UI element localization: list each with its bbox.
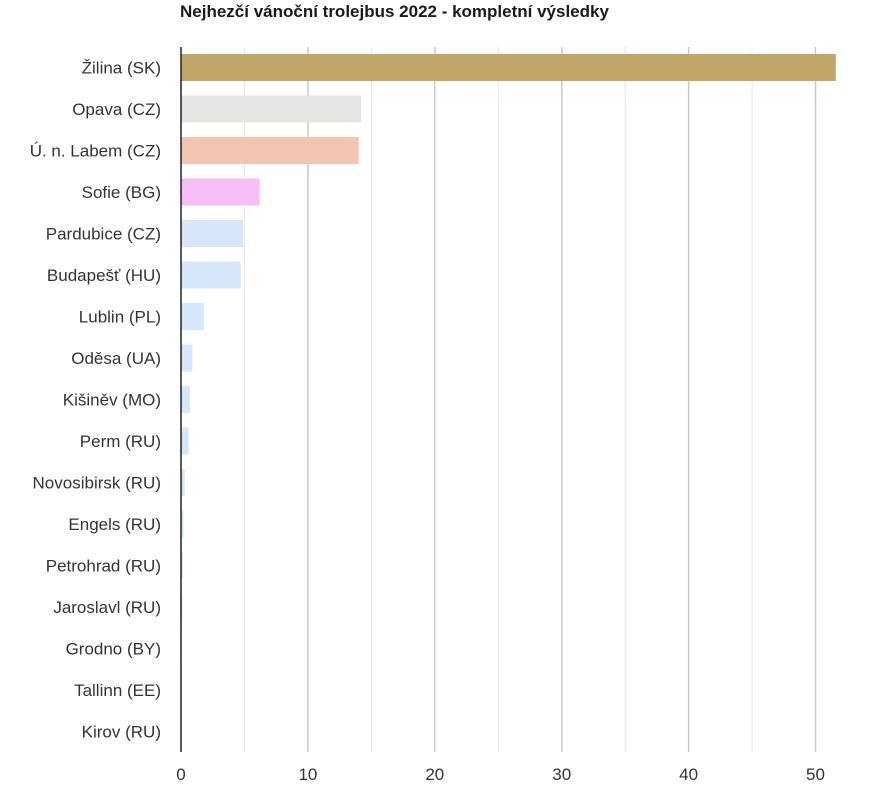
gridlines xyxy=(243,47,817,752)
x-tick-label-30: 30 xyxy=(552,765,571,784)
x-tick-label-10: 10 xyxy=(298,765,317,784)
chart-title: Nejhezčí vánoční trolejbus 2022 - komple… xyxy=(180,2,609,21)
bar-odesa-ua xyxy=(181,344,193,372)
category-label-kirov-ru: Kirov (RU) xyxy=(82,723,161,742)
bar-zilina-sk xyxy=(181,54,836,81)
bar-budapest-hu xyxy=(181,261,241,289)
category-label-lublin-pl: Lublin (PL) xyxy=(79,308,161,327)
category-label-perm-ru: Perm (RU) xyxy=(80,432,161,451)
bars xyxy=(181,54,836,745)
category-label-pardubice-cz: Pardubice (CZ) xyxy=(46,225,161,244)
bar-sofie-bg xyxy=(181,178,260,206)
category-label-odesa-ua: Oděsa (UA) xyxy=(71,349,161,368)
category-labels: Žilina (SK) Opava (CZ) Ú. n. Labem (CZ) Sof… xyxy=(30,59,161,742)
category-label-tallinn-ee: Tallinn (EE) xyxy=(74,681,161,700)
x-tick-label-50: 50 xyxy=(806,765,825,784)
x-tick-label-0: 0 xyxy=(176,765,185,784)
x-tick-labels: 0 10 20 30 40 50 xyxy=(176,765,825,784)
category-label-budapest-hu: Budapešť (HU) xyxy=(47,266,161,285)
category-label-zilina-sk: Žilina (SK) xyxy=(82,59,161,78)
x-tick-label-20: 20 xyxy=(425,765,444,784)
x-tick-label-40: 40 xyxy=(679,765,698,784)
category-label-petrohrad-ru: Petrohrad (RU) xyxy=(46,557,161,576)
bar-u-n-labem-cz xyxy=(181,137,359,164)
category-label-sofie-bg: Sofie (BG) xyxy=(82,183,161,202)
category-label-kisinev-mo: Kišiněv (MO) xyxy=(63,391,161,410)
bar-lublin-pl xyxy=(181,303,204,330)
bar-novosibirsk-ru xyxy=(181,469,185,496)
category-label-u-n-labem-cz: Ú. n. Labem (CZ) xyxy=(30,142,161,161)
category-label-opava-cz: Opava (CZ) xyxy=(72,100,161,119)
category-label-engels-ru: Engels (RU) xyxy=(68,515,161,534)
bar-petrohrad-ru xyxy=(181,552,183,579)
bar-engels-ru xyxy=(181,510,184,538)
category-label-novosibirsk-ru: Novosibirsk (RU) xyxy=(33,474,161,493)
category-label-grodno-by: Grodno (BY) xyxy=(66,640,161,659)
bar-opava-cz xyxy=(181,95,362,123)
bar-perm-ru xyxy=(181,427,189,455)
bar-kisinev-mo xyxy=(181,386,190,413)
category-label-jaroslavl-ru: Jaroslavl (RU) xyxy=(53,598,161,617)
bar-pardubice-cz xyxy=(181,220,244,247)
